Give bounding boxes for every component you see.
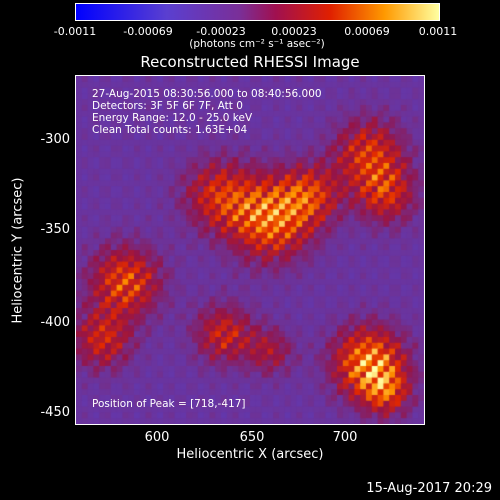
- plot-title: Reconstructed RHESSI Image: [140, 53, 360, 71]
- peak-position-label: Position of Peak = [718,-417]: [92, 398, 246, 410]
- x-tick-label: 600: [144, 430, 170, 445]
- y-axis-label: Heliocentric Y (arcsec): [10, 177, 26, 324]
- y-tick-label: -350: [40, 222, 70, 237]
- rhessi-image-plot: [75, 75, 425, 425]
- colorbar-tick: -0.00069: [123, 25, 173, 38]
- clean-counts-label: Clean Total counts: 1.63E+04: [92, 124, 248, 136]
- y-tick-label: -450: [40, 405, 70, 420]
- colorbar-tick: -0.00023: [196, 25, 246, 38]
- detectors-label: Detectors: 3F 5F 6F 7F, Att 0: [92, 100, 243, 112]
- colorbar-units: (photons cm⁻² s⁻¹ asec⁻²): [189, 38, 325, 50]
- colorbar-tick: 0.00023: [271, 25, 317, 38]
- colorbar-tick: 0.0011: [418, 25, 458, 38]
- colorbar-gradient: [76, 4, 439, 20]
- colorbar: [75, 3, 440, 21]
- colorbar-tick: 0.00069: [344, 25, 390, 38]
- time-range-label: 27-Aug-2015 08:30:56.000 to 08:40:56.000: [92, 88, 322, 100]
- y-tick-label: -400: [40, 315, 70, 330]
- x-axis-label: Heliocentric X (arcsec): [176, 447, 324, 462]
- x-tick-label: 700: [332, 430, 358, 445]
- reconstructed-image: [76, 76, 424, 424]
- energy-range-label: Energy Range: 12.0 - 25.0 keV: [92, 112, 253, 124]
- generation-timestamp: 15-Aug-2017 20:29: [366, 481, 492, 496]
- colorbar-tick: -0.0011: [53, 25, 97, 38]
- y-tick-label: -300: [40, 132, 70, 147]
- x-tick-label: 650: [239, 430, 265, 445]
